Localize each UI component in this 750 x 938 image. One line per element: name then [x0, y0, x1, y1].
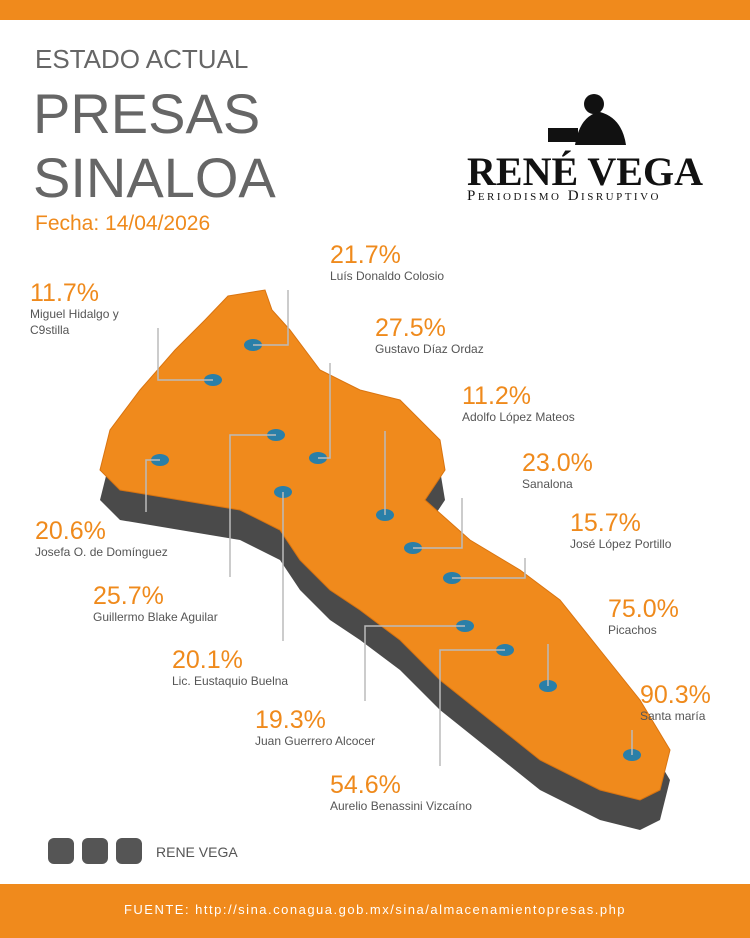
social-icons: [48, 838, 142, 864]
dam-percent: 27.5%: [375, 314, 446, 342]
footer-bar: [0, 884, 750, 938]
leader-line: [157, 328, 213, 381]
top-bar: [0, 0, 750, 20]
dam-percent: 54.6%: [330, 771, 401, 799]
dam-percent: 90.3%: [640, 681, 711, 709]
leader-line: [364, 625, 465, 701]
leader-line: [318, 363, 331, 459]
leader-line: [413, 498, 463, 549]
dam-name: Juan Guerrero Alcocer: [255, 734, 376, 748]
logo-name: RENÉ VEGA: [467, 149, 703, 194]
dam-name: Miguel Hidalgo y C9stilla: [30, 307, 119, 337]
date: Fecha: 14/04/2026: [35, 212, 211, 235]
dam-percent: 20.6%: [35, 517, 106, 545]
dam-name: Picachos: [608, 623, 657, 637]
dam-name: Luís Donaldo Colosio: [330, 269, 445, 283]
leader-line: [253, 290, 289, 346]
dam-name: Santa maría: [640, 709, 706, 723]
kicker: ESTADO ACTUAL: [35, 44, 249, 74]
dam-name: Guillermo Blake Aguilar: [93, 610, 218, 624]
dam-name: Aurelio Benassini Vizcaíno: [330, 799, 472, 813]
dam-percent: 11.2%: [462, 382, 532, 410]
dam-percent: 19.3%: [255, 706, 326, 734]
dam-name: Sanalona: [522, 477, 573, 491]
dam-percent: 75.0%: [608, 595, 679, 623]
leader-line: [145, 459, 160, 512]
logo-icon: [548, 94, 626, 145]
dam-percent: 23.0%: [522, 449, 593, 477]
dam-name: Josefa O. de Domínguez: [35, 545, 168, 559]
leader-line: [439, 649, 505, 766]
dam-name: Lic. Eustaquio Buelna: [172, 674, 289, 688]
dam-percent: 21.7%: [330, 241, 401, 269]
dam-name: Adolfo López Mateos: [462, 410, 575, 424]
social-handle: RENE VEGA: [156, 844, 238, 860]
dam-percent: 11.7%: [30, 279, 100, 307]
map-state: [99, 289, 671, 801]
dam-name: José López Portillo: [570, 537, 672, 551]
leader-line: [229, 434, 276, 577]
title-line: PRESAS: [33, 82, 261, 145]
leader-line: [452, 558, 526, 579]
dam-percent: 15.7%: [570, 509, 641, 537]
logo-tagline: Periodismo Disruptivo: [467, 188, 661, 204]
title-line: SINALOA: [33, 146, 276, 209]
footer-source: FUENTE: http://sina.conagua.gob.mx/sina/…: [123, 902, 627, 917]
dam-name: Gustavo Díaz Ordaz: [375, 342, 484, 356]
dam-percent: 20.1%: [172, 646, 243, 674]
dam-percent: 25.7%: [93, 582, 164, 610]
